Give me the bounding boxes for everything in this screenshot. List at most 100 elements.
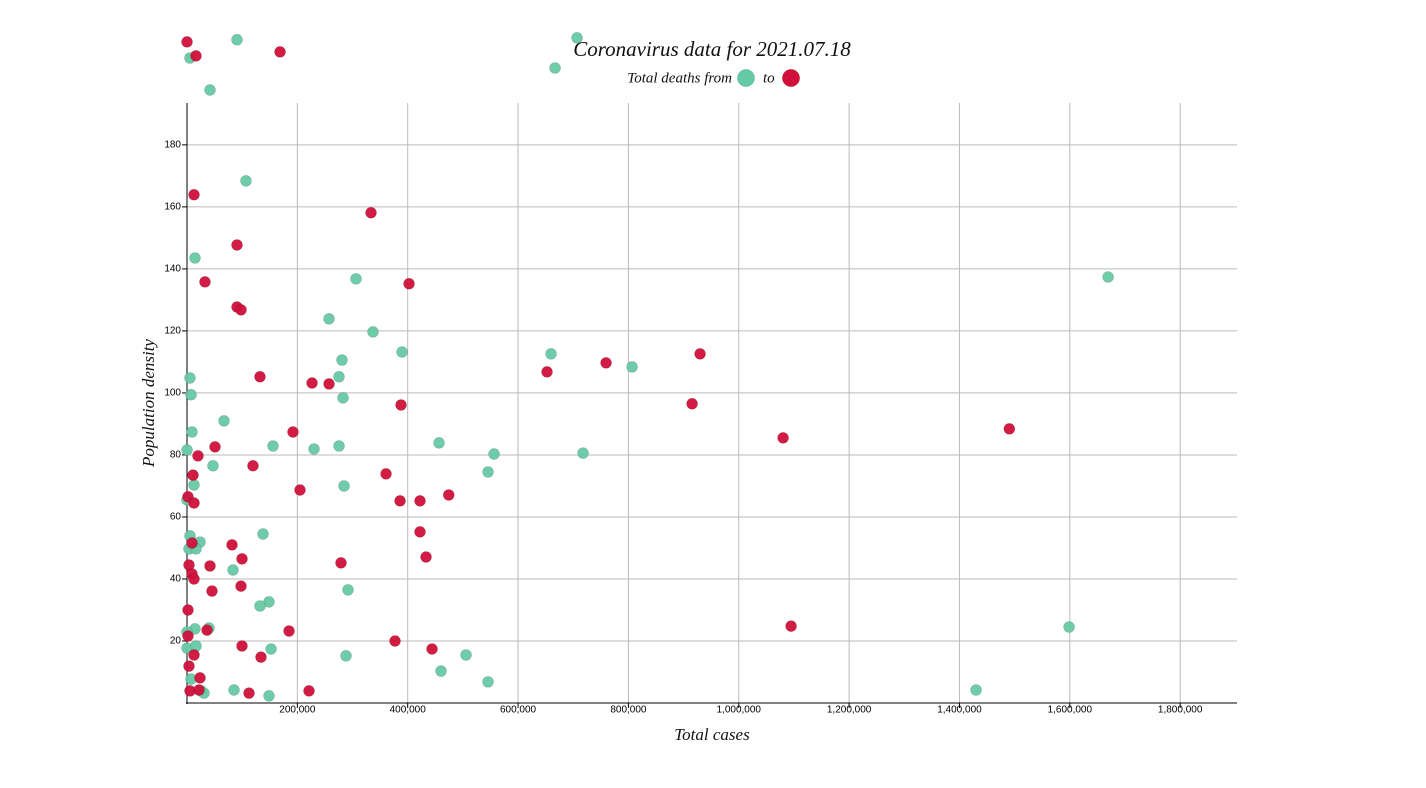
data-point (420, 551, 432, 563)
data-point (254, 600, 266, 612)
data-point (192, 450, 204, 462)
data-point (396, 346, 408, 358)
data-point (482, 676, 494, 688)
data-point (188, 573, 200, 585)
data-point (287, 426, 299, 438)
data-point (236, 640, 248, 652)
y-tick-label: 80 (170, 450, 182, 461)
x-tick-label: 1,000,000 (717, 705, 762, 716)
y-tick-label: 40 (170, 574, 182, 585)
chart-title: Coronavirus data for 2021.07.18 (573, 37, 851, 61)
y-tick-label: 140 (164, 264, 181, 275)
data-point (255, 651, 267, 663)
legend-to: to (763, 70, 775, 86)
data-point (243, 687, 255, 699)
x-tick-label: 1,800,000 (1158, 705, 1203, 716)
data-point (460, 649, 472, 661)
data-point (231, 33, 243, 46)
data-point (323, 378, 335, 390)
data-point (488, 448, 500, 460)
y-tick-label: 60 (170, 512, 182, 523)
data-point (333, 440, 345, 452)
data-point (188, 649, 200, 661)
data-point (186, 537, 198, 549)
data-point (482, 466, 494, 478)
y-tick-label: 20 (170, 636, 182, 647)
x-tick-label: 1,200,000 (827, 705, 872, 716)
data-point (549, 62, 561, 74)
data-point (204, 560, 216, 572)
x-axis-label: Total cases (674, 725, 750, 744)
data-point (442, 489, 455, 501)
data-point (380, 468, 392, 480)
x-tick-label: 1,600,000 (1048, 705, 1093, 716)
data-point (335, 556, 347, 569)
data-point (257, 528, 269, 540)
data-point (294, 484, 306, 496)
y-tick-label: 100 (164, 388, 181, 399)
data-point (426, 643, 438, 655)
data-point (218, 414, 230, 427)
data-point (365, 206, 377, 219)
data-point (181, 36, 193, 48)
data-point (1003, 423, 1016, 435)
data-point (433, 436, 445, 449)
data-point (188, 497, 200, 509)
x-tick-label: 800,000 (610, 705, 647, 716)
data-point (367, 325, 379, 338)
data-point (1102, 271, 1114, 283)
data-point (970, 684, 982, 696)
data-point (336, 354, 348, 366)
data-point (235, 580, 247, 592)
data-point (254, 370, 266, 383)
data-point (226, 539, 238, 551)
data-point (227, 564, 239, 576)
data-point (394, 494, 406, 507)
data-point (545, 348, 557, 360)
data-point (414, 525, 426, 538)
data-point (263, 690, 275, 702)
data-point (183, 660, 195, 672)
data-point (600, 356, 612, 369)
data-point (395, 399, 407, 411)
data-point (323, 312, 335, 325)
x-tick-label: 600,000 (500, 705, 537, 716)
y-tick-label: 120 (164, 326, 181, 337)
data-point (236, 552, 248, 565)
legend-swatch-high (782, 69, 800, 87)
legend-swatch-low (737, 69, 755, 87)
data-point (777, 432, 789, 444)
data-point (333, 370, 345, 383)
x-tick-label: 200,000 (279, 705, 316, 716)
data-point (265, 643, 277, 655)
data-point (199, 276, 211, 288)
data-point (231, 239, 243, 251)
data-point (204, 84, 216, 96)
data-point (193, 684, 205, 696)
data-point (435, 665, 447, 677)
data-point (337, 392, 349, 404)
data-point (694, 348, 706, 360)
data-point (182, 604, 194, 616)
data-point (189, 252, 201, 264)
data-point (577, 447, 589, 459)
data-point (1063, 621, 1075, 633)
data-point (340, 650, 352, 662)
data-point (190, 50, 202, 62)
data-point (338, 480, 350, 492)
data-point (414, 494, 426, 507)
data-point (181, 444, 193, 456)
data-point (187, 469, 199, 481)
data-point (247, 459, 259, 472)
data-point (403, 277, 415, 290)
data-point (306, 377, 318, 389)
data-point (188, 479, 200, 491)
data-point (785, 620, 797, 632)
data-point (201, 624, 213, 636)
data-point (209, 441, 221, 453)
data-point (541, 365, 553, 378)
legend-from: Total deaths from (627, 70, 732, 86)
data-point (283, 625, 295, 637)
data-point (303, 685, 315, 697)
